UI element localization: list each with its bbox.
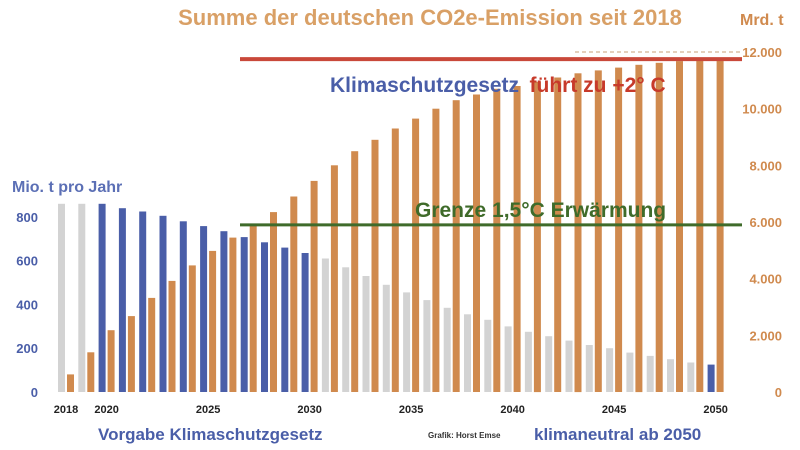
bar-grey-2039	[484, 319, 492, 392]
bar-cumulative-2021	[127, 316, 135, 392]
bar-cumulative-2027	[249, 225, 257, 392]
bar-cumulative-2022	[148, 297, 156, 392]
bar-grey-2019	[78, 203, 86, 392]
bar-blue-2025	[200, 226, 208, 392]
bar-grey-2038	[464, 314, 471, 392]
bar-grey-2045	[606, 348, 614, 392]
x-tick-2025: 2025	[196, 404, 220, 416]
bar-grey-2043	[565, 340, 573, 392]
bar-cumulative-2046	[635, 64, 643, 393]
bar-grey-2033	[362, 276, 370, 392]
x-tick-2035: 2035	[399, 404, 423, 416]
bar-grey-2037	[443, 307, 451, 392]
right-axis-unit: Mrd. t	[740, 12, 784, 29]
chart-title: Summe der deutschen CO2e-Emission seit 2…	[178, 5, 682, 30]
right-tick-4.000: 4.000	[749, 272, 782, 287]
right-tick-10.000: 10.000	[742, 102, 782, 117]
left-tick-400: 400	[16, 298, 38, 313]
x-tick-2020: 2020	[94, 404, 118, 416]
bar-cumulative-2040	[513, 86, 521, 392]
right-tick-2.000: 2.000	[749, 328, 782, 343]
reference-lines-layer	[240, 51, 742, 227]
bar-grey-2041	[524, 331, 532, 392]
bar-grey-2047	[646, 355, 654, 392]
bar-cumulative-2019	[87, 352, 95, 392]
bar-blue-2030	[301, 253, 309, 392]
bar-blue-2023	[159, 215, 167, 392]
annotation-2c-part2: führt zu +2° C	[530, 74, 666, 97]
footer-left-label: Vorgabe Klimaschutzgesetz	[98, 425, 323, 444]
left-axis-unit: Mio. t pro Jahr	[12, 179, 122, 196]
x-tick-2030: 2030	[297, 404, 321, 416]
bar-grey-2049	[687, 362, 695, 392]
bar-cumulative-2041	[533, 81, 541, 393]
bar-cumulative-2042	[554, 77, 562, 392]
bar-cumulative-2029	[290, 196, 298, 392]
bar-cumulative-2031	[330, 165, 338, 392]
bar-cumulative-2037	[452, 100, 460, 392]
x-tick-2040: 2040	[500, 404, 524, 416]
bar-cumulative-2025	[209, 250, 217, 392]
bar-grey-2035	[403, 292, 411, 392]
bar-cumulative-2018	[67, 374, 74, 392]
footer-right-label: klimaneutral ab 2050	[534, 425, 701, 444]
bar-blue-2028	[261, 242, 268, 392]
left-tick-200: 200	[16, 341, 38, 356]
right-tick-6.000: 6.000	[749, 215, 782, 230]
ticks-layer: 0 200 400 600 800 0 2.000 4.000 6.000 8.000 10.000…	[16, 45, 782, 416]
annotation-2c: Klimaschutzgesetz führt zu +2° C	[330, 74, 666, 97]
bar-blue-2050	[707, 364, 715, 392]
x-tick-2050: 2050	[703, 404, 727, 416]
bar-cumulative-2035	[412, 118, 420, 392]
bar-cumulative-2024	[188, 265, 196, 392]
bar-grey-2036	[423, 300, 431, 392]
bar-blue-2029	[281, 247, 289, 392]
bar-cumulative-2023	[168, 280, 176, 392]
bar-blue-2022	[139, 211, 147, 392]
bar-grey-2042	[545, 336, 553, 392]
bar-cumulative-2038	[473, 94, 480, 392]
x-tick-2045: 2045	[602, 404, 626, 416]
right-tick-0: 0	[775, 385, 782, 400]
credit-label: Grafik: Horst Emse	[428, 431, 501, 440]
bar-grey-2034	[382, 284, 390, 392]
bar-grey-2032	[342, 267, 350, 392]
bar-cumulative-2043	[574, 73, 582, 393]
x-tick-2018: 2018	[54, 404, 78, 416]
bar-blue-2024	[179, 221, 187, 392]
left-tick-0: 0	[31, 385, 38, 400]
bar-grey-2046	[626, 352, 634, 392]
bar-cumulative-2048	[676, 61, 683, 392]
bar-cumulative-2028	[270, 212, 277, 392]
bar-blue-2020	[98, 203, 106, 392]
bar-cumulative-2030	[310, 180, 318, 392]
bar-grey-2040	[504, 326, 512, 392]
annotation-2c-part1: Klimaschutzgesetz	[330, 74, 519, 97]
bar-blue-2027	[240, 237, 248, 392]
bar-cumulative-2044	[594, 70, 602, 393]
left-tick-600: 600	[16, 254, 38, 269]
right-tick-12.000: 12.000	[742, 45, 782, 60]
bar-grey-2031	[321, 258, 329, 392]
bar-cumulative-2034	[391, 128, 399, 392]
bar-cumulative-2033	[371, 139, 379, 392]
bar-cumulative-2039	[493, 88, 501, 393]
bar-cumulative-2032	[351, 151, 359, 392]
bar-blue-2026	[220, 231, 228, 392]
bar-cumulative-2047	[655, 62, 663, 393]
bar-grey-2044	[585, 345, 593, 392]
bar-cumulative-2036	[432, 108, 440, 392]
bar-cumulative-2020	[107, 330, 115, 392]
right-tick-8.000: 8.000	[749, 158, 782, 173]
left-tick-800: 800	[16, 210, 38, 225]
annotation-1-5c: Grenze 1,5°C Erwärmung	[415, 199, 666, 222]
bar-cumulative-2026	[229, 237, 237, 392]
bar-grey-2018	[58, 203, 65, 392]
bar-blue-2021	[118, 208, 126, 392]
bar-cumulative-2045	[615, 67, 623, 392]
bar-grey-2048	[667, 359, 674, 392]
